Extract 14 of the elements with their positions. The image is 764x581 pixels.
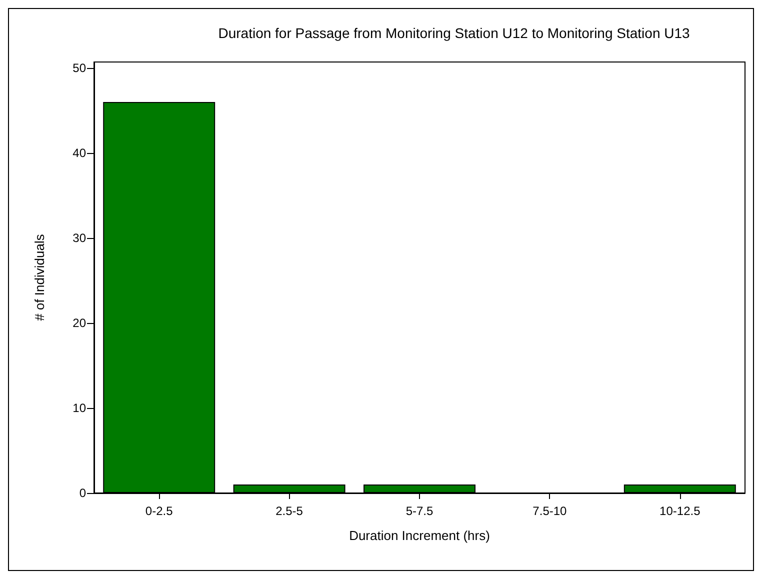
chart-title: Duration for Passage from Monitoring Station U12 to Monitoring Station U13 — [218, 25, 690, 41]
y-axis-title: # of Individuals — [32, 234, 47, 321]
x-tick-label: 5-7.5 — [406, 504, 434, 518]
x-tick-label: 2.5-5 — [276, 504, 304, 518]
y-tick-label: 20 — [72, 316, 86, 330]
y-tick-label: 40 — [72, 146, 86, 160]
y-tick-label: 10 — [72, 400, 86, 415]
x-tick-label: 7.5-10 — [532, 504, 568, 518]
y-tick-label: 30 — [72, 230, 86, 245]
y-tick-label: 0 — [79, 486, 86, 500]
x-axis-title: Duration Increment (hrs) — [349, 528, 490, 543]
x-tick-label: 10-12.5 — [660, 504, 701, 518]
y-tick-label: 50 — [72, 60, 86, 75]
x-tick-label: 0-2.5 — [145, 504, 174, 518]
